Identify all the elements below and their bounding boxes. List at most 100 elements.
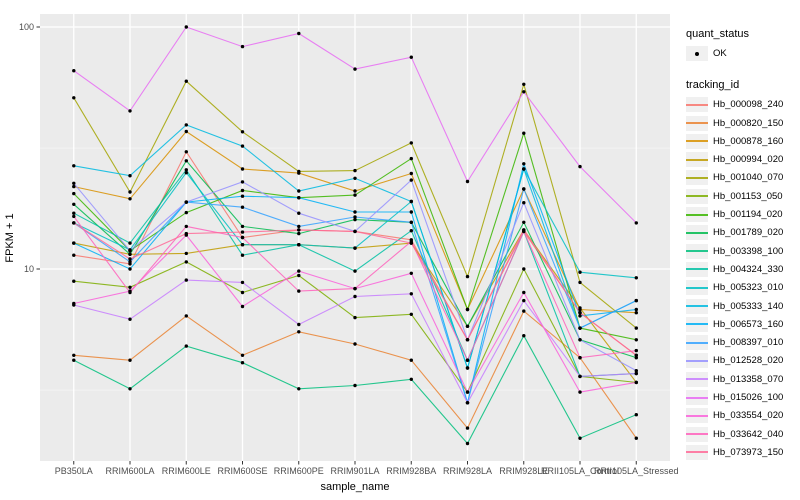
data-point	[522, 187, 526, 191]
data-point	[522, 82, 526, 87]
data-point	[522, 309, 526, 313]
data-point	[465, 338, 470, 342]
data-point	[240, 205, 245, 209]
legend-item: Hb_000098_240	[686, 97, 798, 113]
legend-item: Hb_000820_150	[686, 115, 798, 131]
legend-key-box	[686, 188, 708, 204]
data-point	[184, 25, 188, 29]
data-point	[522, 267, 526, 271]
data-point	[184, 150, 188, 154]
data-point	[128, 290, 132, 295]
legend-item-label: Hb_012528_020	[713, 355, 784, 367]
legend-item: Hb_000994_020	[686, 152, 798, 168]
data-point	[409, 271, 413, 275]
data-point	[465, 401, 470, 405]
legend-key-line	[686, 341, 708, 344]
legend-key-line	[686, 433, 708, 436]
data-point	[409, 171, 413, 176]
legend-item-label: Hb_000994_020	[713, 154, 784, 166]
x-tick-label: RRIM901LA	[330, 466, 379, 476]
legend-item: Hb_015026_100	[686, 390, 798, 406]
data-point	[353, 383, 357, 388]
data-point	[72, 214, 76, 219]
data-point	[297, 243, 301, 247]
data-point	[409, 358, 413, 362]
data-point	[578, 356, 582, 360]
data-point	[409, 210, 413, 214]
y-tick-label: 10	[24, 264, 34, 274]
data-point	[184, 200, 188, 204]
legend-item-label: Hb_001789_020	[713, 227, 784, 239]
data-point	[240, 130, 245, 134]
data-point	[240, 144, 245, 148]
x-tick-label: RRIM928LA	[443, 466, 492, 476]
legend-key-box	[686, 298, 708, 314]
data-point	[184, 224, 188, 229]
x-tick-label: RRIM600LA	[105, 466, 154, 476]
data-point	[128, 260, 132, 264]
data-point	[353, 269, 357, 273]
data-point	[128, 252, 132, 256]
data-point	[578, 390, 582, 394]
legend-key-box	[686, 353, 708, 369]
legend-key-line	[686, 305, 708, 308]
legend-item-label: Hb_001194_020	[713, 209, 783, 221]
data-point	[240, 304, 245, 309]
data-point	[72, 353, 76, 357]
data-point	[522, 162, 526, 166]
data-point	[634, 311, 638, 315]
data-point	[353, 176, 357, 180]
data-point	[353, 215, 357, 219]
legend-key-line	[686, 286, 708, 289]
legend-item-label: Hb_005323_010	[713, 282, 784, 294]
data-point	[465, 366, 470, 370]
legend-item-label: Hb_006573_160	[713, 318, 784, 330]
data-point	[409, 141, 413, 145]
data-point	[353, 168, 357, 173]
y-tick-label: 100	[19, 22, 34, 32]
legend-key-line	[686, 359, 708, 362]
data-point	[353, 193, 357, 197]
legend-item: Hb_001153_050	[686, 188, 798, 204]
data-point	[409, 178, 413, 182]
data-point	[128, 387, 132, 391]
legend-key-box	[686, 316, 708, 332]
data-point	[522, 298, 526, 303]
legend-key-box	[686, 444, 708, 460]
data-point	[240, 180, 245, 184]
legend-key-line	[686, 103, 708, 106]
data-point	[297, 189, 301, 193]
legend-item: Hb_004324_330	[686, 261, 798, 277]
data-point	[634, 221, 638, 225]
legend-item-label: Hb_073973_150	[713, 446, 784, 458]
data-point	[72, 279, 76, 283]
data-point	[465, 441, 470, 446]
data-point	[128, 174, 132, 178]
data-point	[465, 390, 470, 394]
data-point	[578, 436, 582, 440]
data-point	[128, 241, 132, 245]
legend-tracking-items: Hb_000098_240 Hb_000820_150 Hb_000878_160 H…	[686, 97, 798, 460]
data-point	[184, 210, 188, 215]
legend-item: Hb_001040_070	[686, 170, 798, 186]
data-point	[578, 306, 582, 310]
data-point	[184, 171, 188, 175]
data-point	[240, 243, 245, 247]
data-point	[184, 278, 188, 282]
data-point	[634, 348, 638, 353]
data-point	[128, 317, 132, 321]
legend-item: Hb_001789_020	[686, 225, 798, 241]
legend-item: Hb_005333_140	[686, 298, 798, 314]
legend-item-label: Hb_000820_150	[713, 117, 784, 129]
data-point	[72, 191, 76, 196]
data-point	[128, 257, 132, 261]
data-point	[353, 294, 357, 299]
data-point	[522, 201, 526, 205]
legend-key-line	[686, 213, 708, 216]
legend-key-box	[686, 207, 708, 223]
x-tick-label: RRIM928BA	[386, 466, 436, 476]
legend-item: Hb_005323_010	[686, 280, 798, 296]
x-tick-label: RRII105LA_Control	[541, 466, 619, 476]
data-point	[634, 307, 638, 312]
